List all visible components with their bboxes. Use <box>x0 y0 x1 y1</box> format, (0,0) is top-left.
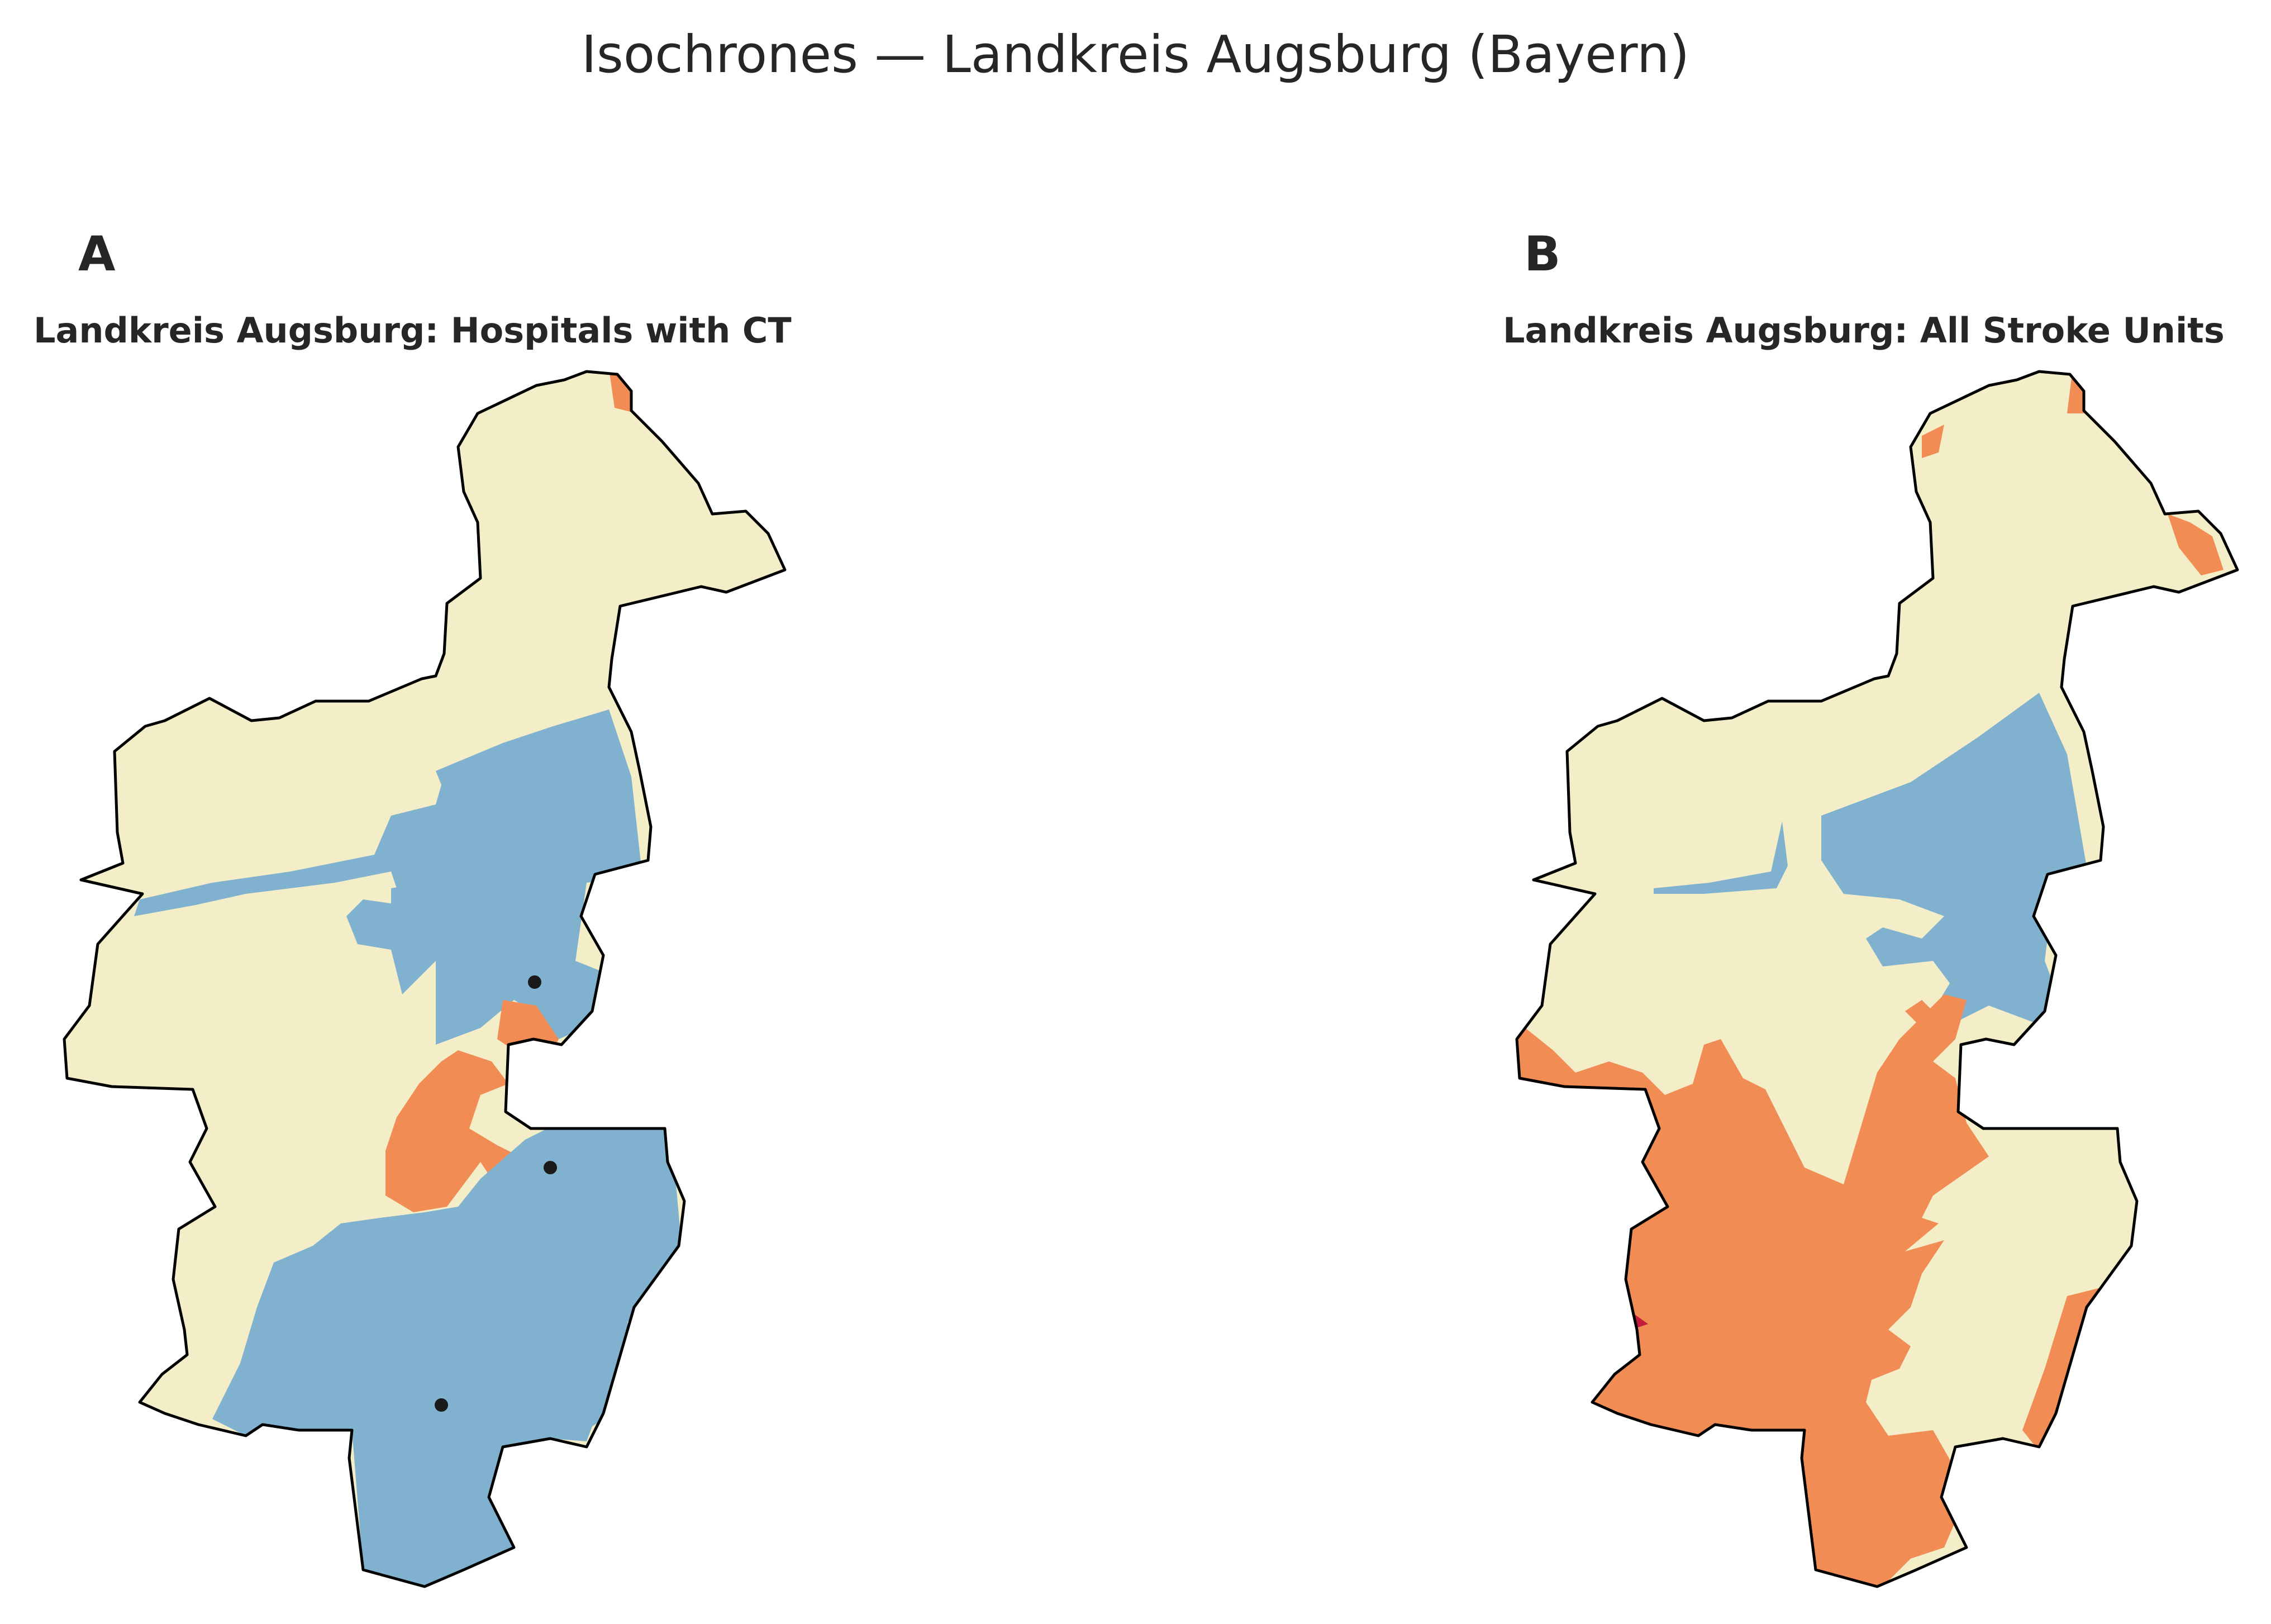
hospital-marker <box>528 975 541 989</box>
panel-b-letter: B <box>1524 226 1561 282</box>
panel-a-title: Landkreis Augsburg: Hospitals with CT <box>34 310 792 351</box>
panel-a-map <box>0 0 1117 1624</box>
zone-a-2 <box>134 709 642 1045</box>
hospital-marker <box>544 1161 557 1174</box>
hospital-marker <box>435 1398 448 1412</box>
panel-a-letter: A <box>78 226 116 282</box>
zone-b-3 <box>1517 372 2224 1587</box>
figure-title: Isochrones — Landkreis Augsburg (Bayern) <box>581 25 1690 84</box>
zone-b-2 <box>1654 693 2089 1022</box>
panel-b-map <box>1453 0 2271 1624</box>
panel-b-title: Landkreis Augsburg: All Stroke Units <box>1503 310 2225 351</box>
zone-a-2b <box>212 1123 682 1587</box>
